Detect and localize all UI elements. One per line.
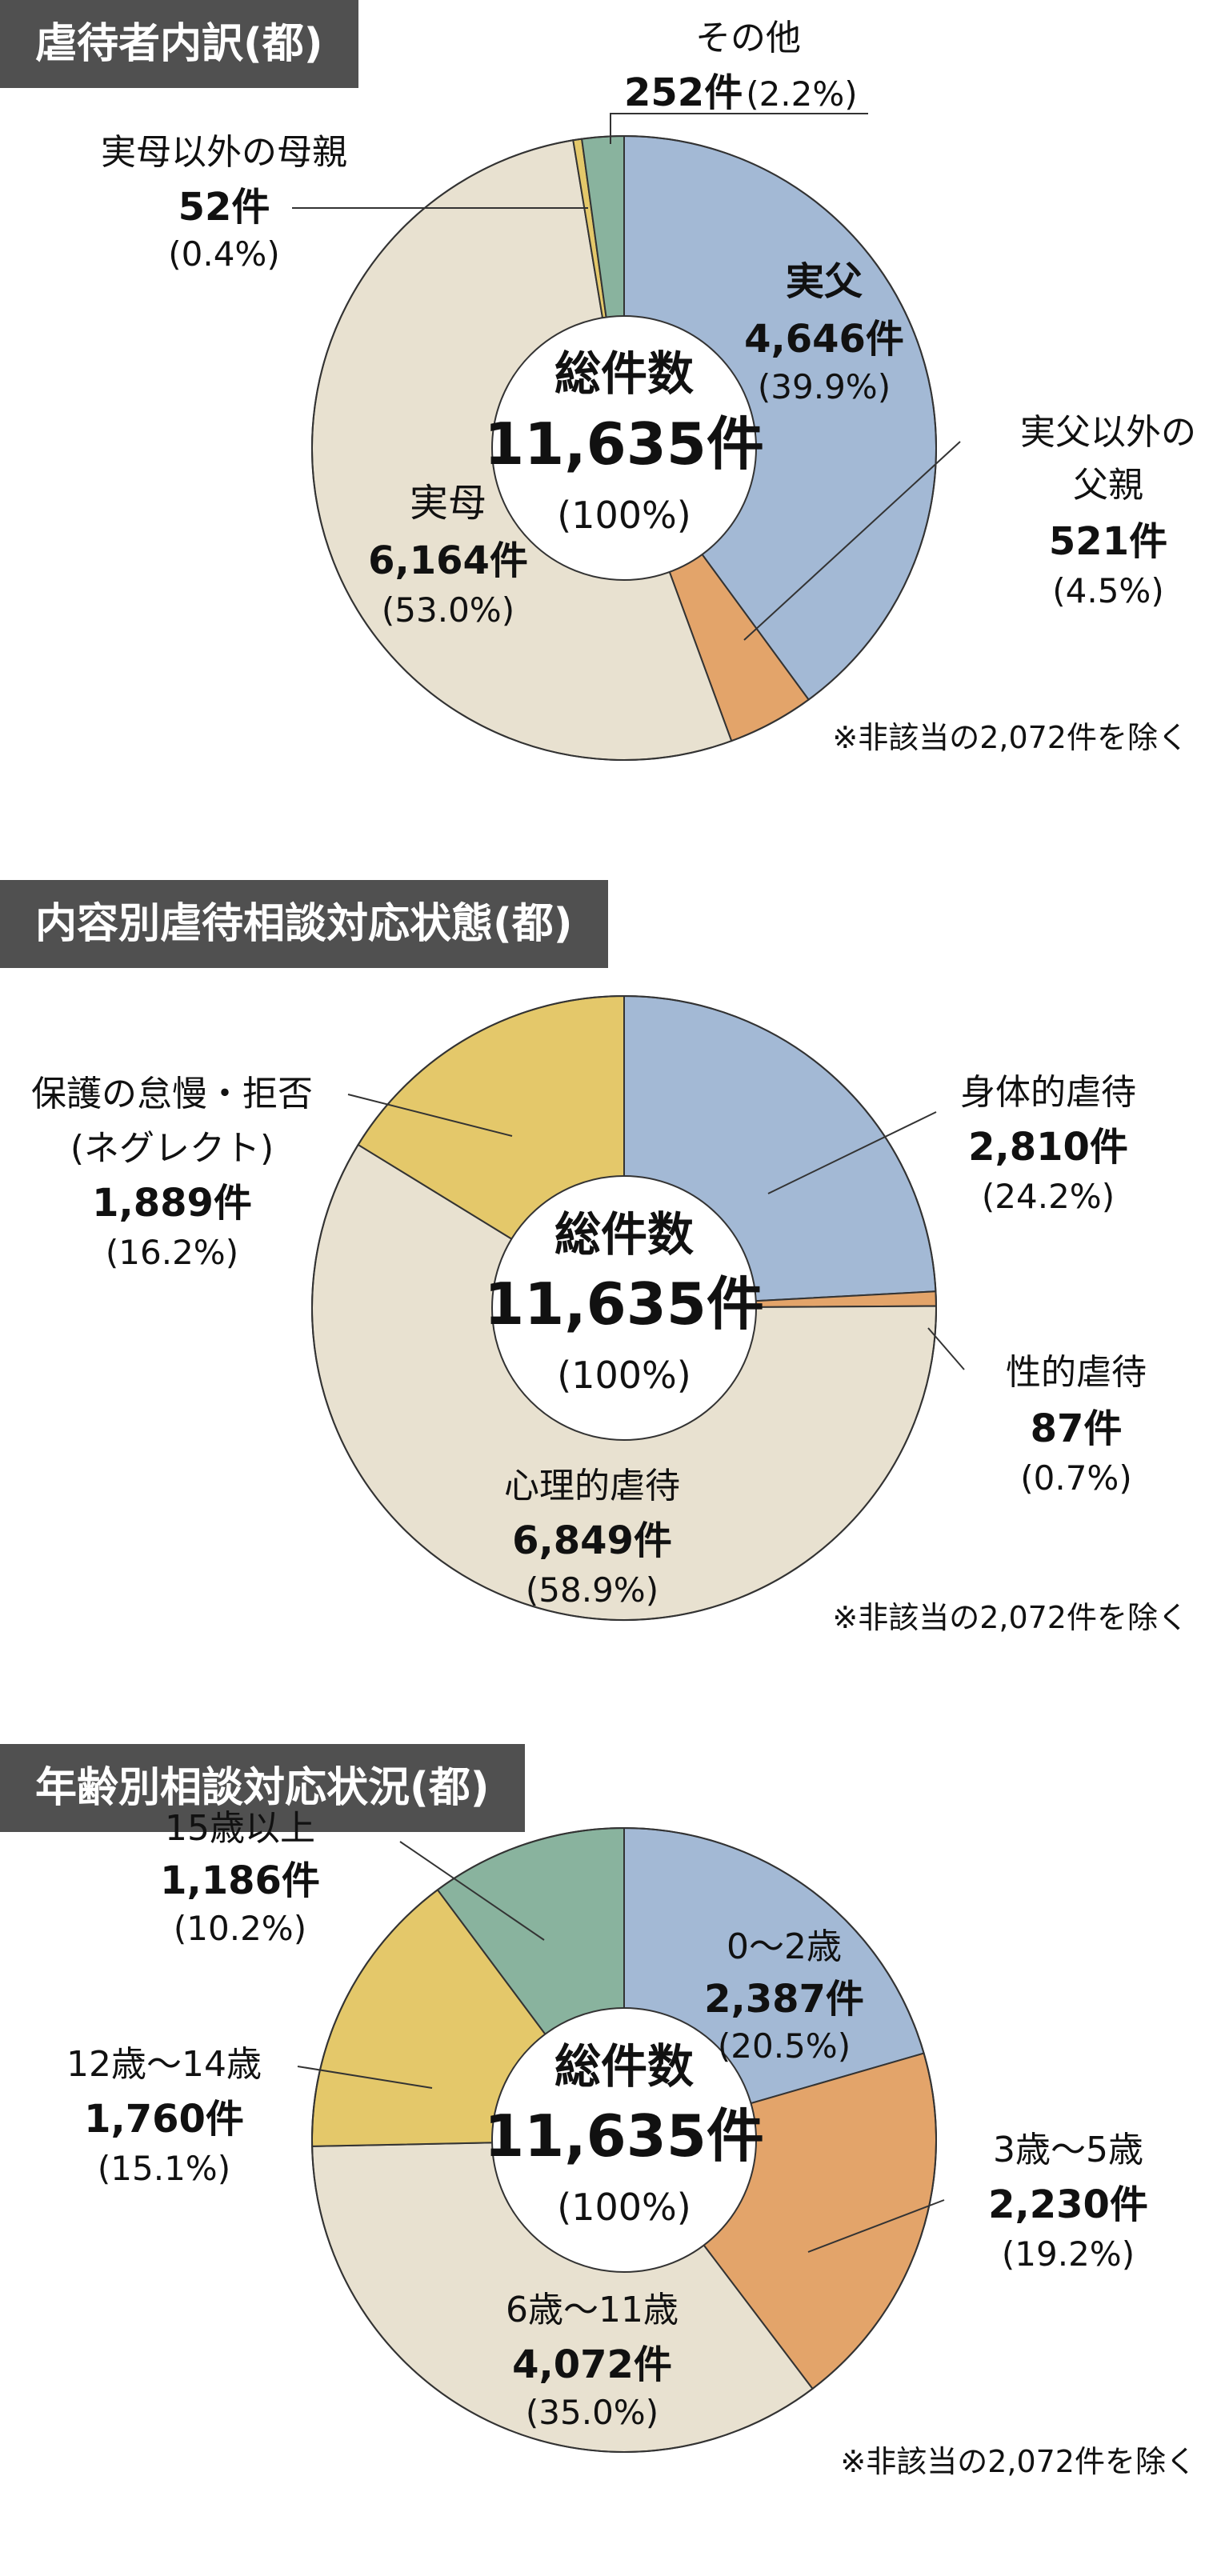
leader-line-1: [927, 1327, 965, 1370]
center-percent: (100%): [557, 494, 691, 537]
center-total: 11,635件: [484, 2102, 764, 2170]
slice-label-percent: (10.2%): [174, 1909, 306, 1948]
chart-perpetrators: 虐待者内訳(都) 総件数 11,635件 (100%) 実父 4,646件 (39.9%)…: [0, 0, 1213, 832]
center-percent: (100%): [557, 2186, 691, 2229]
slice-label-percent: (15.1%): [98, 2149, 230, 2188]
slice-label-percent: (0.4%): [168, 234, 279, 274]
chart-note: ※非該当の2,072件を除く: [832, 720, 1188, 755]
slice-label-percent: (4.5%): [1052, 571, 1163, 610]
chart-abuse-types: 内容別虐待相談対応状態(都) 総件数 11,635件 (100%) 身体的虐待 2,81…: [0, 880, 1213, 1712]
pie-center-hole: [491, 2007, 757, 2273]
slice-label-count: 521件: [1049, 519, 1167, 564]
slice-label-name: 性的虐待: [1006, 1352, 1147, 1393]
pie-center-hole: [491, 315, 757, 581]
center-label: 総件数: [554, 1207, 694, 1262]
slice-label-count: 1,889件: [92, 1181, 252, 1226]
chart-note: ※非該当の2,072件を除く: [840, 2444, 1196, 2479]
slice-label-percent: (35.0%): [526, 2393, 659, 2432]
center-total: 11,635件: [484, 410, 764, 478]
slice-label-name: 身体的虐待: [960, 1072, 1136, 1113]
slice-label-percent: (0.7%): [1020, 1458, 1131, 1498]
slice-label-name: 心理的虐待: [504, 1466, 680, 1506]
center-label: 総件数: [554, 2039, 694, 2094]
slice-label-name: 0〜2歳: [727, 1926, 842, 1967]
slice-label-name: 父親: [1073, 465, 1143, 506]
pie-outline: [311, 135, 937, 761]
pie-outline: [311, 995, 937, 1621]
slice-label-name: 12歳〜14歳: [66, 2044, 262, 2085]
slice-label-percent: (53.0%): [382, 590, 514, 630]
slice-label-percent: (16.2%): [106, 1233, 238, 1272]
pie-outline: [311, 1827, 937, 2453]
slice-label-count: 6,849件: [512, 1518, 672, 1563]
leader-line-1: [807, 2199, 945, 2253]
pie-center-hole: [491, 1175, 757, 1441]
slice-label-count: 2,230件: [988, 2182, 1148, 2227]
slice-label-percent: (24.2%): [982, 1177, 1115, 1216]
slice-label-count: 52件: [178, 185, 270, 230]
slice-label-count: 4,646件: [744, 317, 904, 362]
slice-label-percent: (58.9%): [526, 1570, 659, 1610]
slice-label-count: 87件: [1031, 1406, 1123, 1451]
slice-label-count: 1,760件: [84, 2097, 244, 2142]
slice-label-count: 2,387件: [704, 1977, 864, 2022]
center-percent: (100%): [557, 1354, 691, 1397]
leader-line-4: [399, 1841, 545, 1941]
slice-label-name: 実父: [786, 259, 863, 304]
slice-label-name: 実母以外の母親: [101, 132, 347, 173]
pie-chart-age-groups: 総件数 11,635件 (100%) 0〜2歳 2,387件(20.5%) 3歳〜5歳 2,…: [66, 1808, 1196, 2479]
slice-label-name: 15歳以上: [165, 1808, 315, 1849]
leader-line-0: [767, 1111, 937, 1194]
chart-note: ※非該当の2,072件を除く: [832, 1600, 1188, 1635]
slice-label-name: 保護の怠慢・拒否: [31, 1074, 313, 1114]
chart-title: 年齢別相談対応状況(都): [0, 1744, 525, 1832]
slice-label-percent: (20.5%): [718, 2026, 851, 2066]
slice-label-count: 2,810件: [968, 1125, 1128, 1170]
slice-label-count: 4,072件: [512, 2342, 672, 2387]
slice-label-name: 実父以外の: [1020, 412, 1196, 453]
chart-title: 内容別虐待相談対応状態(都): [0, 880, 608, 968]
leader-line-4: [610, 113, 868, 144]
slice-label-count: 6,164件: [368, 538, 528, 583]
leader-line-1: [743, 441, 961, 641]
slice-label-name: 実母: [410, 481, 486, 526]
slice-label-name: その他: [695, 18, 801, 58]
slice-label-percent: (39.9%): [758, 367, 891, 406]
slice-label-name: (ネグレクト): [70, 1128, 274, 1169]
chart-title: 虐待者内訳(都): [0, 0, 358, 88]
center-label: 総件数: [554, 346, 694, 401]
center-total: 11,635件: [484, 1270, 764, 1338]
slice-label-name: 3歳〜5歳: [993, 2130, 1143, 2170]
leader-line-3: [347, 1094, 513, 1137]
slice-label-name: 6歳〜11歳: [506, 2290, 679, 2330]
slice-label-percent: (19.2%): [1002, 2234, 1135, 2274]
chart-age-groups: 年齢別相談対応状況(都) 総件数 11,635件 (100%) 0〜2歳 2,387件(…: [0, 1744, 1213, 2576]
slice-label-count: 1,186件: [160, 1858, 320, 1903]
leader-line-3: [297, 2066, 433, 2089]
pie-chart-abuse-types: 総件数 11,635件 (100%) 身体的虐待 2,810件 (24.2%) 性的虐待 87…: [31, 994, 1188, 1635]
slice-label-count: 252件(2.2%): [624, 70, 858, 115]
